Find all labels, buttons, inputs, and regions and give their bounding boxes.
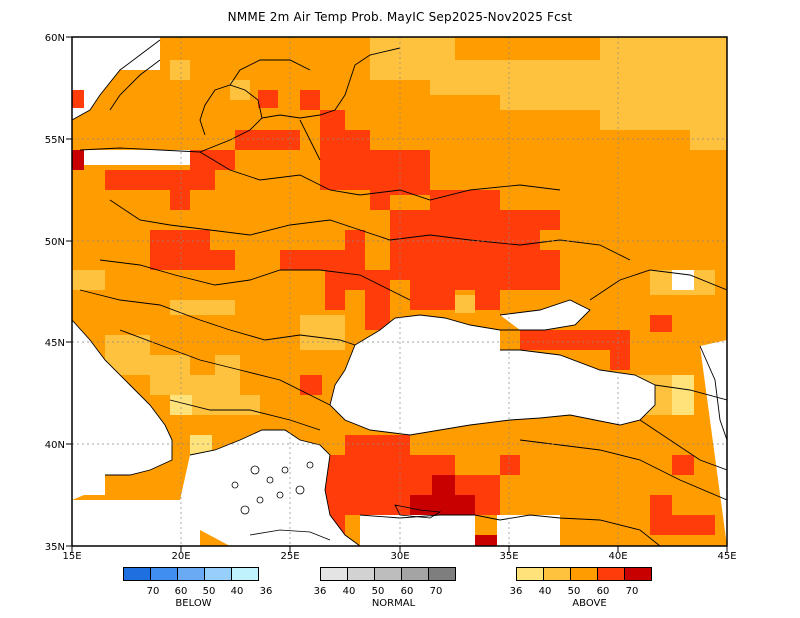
baltic-white [72, 37, 160, 120]
legend-label: 60 [596, 586, 610, 597]
lat-tick-label: 50N [45, 237, 65, 248]
legend-swatch [231, 567, 259, 581]
legend-swatch [401, 567, 429, 581]
lon-tick-labels: 15E 20E 25E 30E 35E 40E 45E [62, 551, 736, 560]
lon-tick-label: 35E [499, 551, 518, 560]
legend-label: 40 [230, 586, 244, 597]
legend-below: 70 60 50 40 36 BELOW [123, 567, 273, 609]
legend-swatch [177, 567, 205, 581]
legend-label: 40 [538, 586, 552, 597]
lon-tick-label: 20E [171, 551, 190, 560]
legend-swatch [428, 567, 456, 581]
above-60-baltic [235, 130, 300, 150]
forecast-map: 60N 55N 50N 45N 40N 35N 15E 20E 25E 30E … [45, 33, 737, 560]
legend-above: 36 40 50 60 70 ABOVE [510, 567, 663, 609]
legend-label: 70 [146, 586, 160, 597]
legend-swatch [543, 567, 571, 581]
legend-label: 50 [202, 586, 216, 597]
probability-field [72, 37, 727, 546]
legend-label: 70 [625, 586, 639, 597]
above-40-balkans [105, 335, 260, 415]
legend-label: 36 [259, 586, 273, 597]
lat-tick-labels: 60N 55N 50N 45N 40N 35N [45, 33, 65, 553]
legend-swatch [597, 567, 625, 581]
legend-swatch [347, 567, 375, 581]
above-60-ukraine [390, 190, 560, 310]
gulf-white [80, 150, 200, 165]
lon-tick-label: 30E [390, 551, 409, 560]
legend-label: 60 [174, 586, 188, 597]
lat-tick-label: 35N [45, 542, 65, 553]
legend-title: ABOVE [572, 598, 607, 609]
legend-swatch [516, 567, 544, 581]
lat-tick-label: 45N [45, 338, 65, 349]
legend-label: 60 [400, 586, 414, 597]
above-60-romania [280, 230, 390, 310]
legend-swatch [624, 567, 652, 581]
caspian-white [700, 340, 727, 546]
legend-swatch [150, 567, 178, 581]
legend-normal: 36 40 50 60 70 NORMAL [314, 567, 467, 609]
lon-tick-label: 45E [717, 551, 736, 560]
lon-tick-label: 15E [62, 551, 81, 560]
legend-label: 36 [509, 586, 523, 597]
adriatic-white [72, 320, 172, 500]
legend-label: 50 [371, 586, 385, 597]
above-60-belarus [320, 110, 430, 210]
lat-tick-label: 60N [45, 33, 65, 44]
lon-tick-label: 25E [280, 551, 299, 560]
legend-swatch [570, 567, 598, 581]
legend-label: 50 [567, 586, 581, 597]
legend-title: BELOW [175, 598, 212, 609]
legend-label: 36 [313, 586, 327, 597]
legend-title: NORMAL [371, 598, 416, 609]
azov-white [500, 300, 590, 330]
above-70-patch [410, 475, 475, 515]
lat-tick-label: 55N [45, 135, 65, 146]
above-40-north [370, 37, 727, 150]
legend-swatch [123, 567, 151, 581]
map-title: NMME 2m Air Temp Prob. MayIC Sep2025-Nov… [227, 10, 573, 24]
legend-label: 40 [342, 586, 356, 597]
aegean-white [180, 430, 360, 546]
above-60-poland [150, 230, 235, 270]
med-white [72, 500, 200, 546]
legend-swatch [374, 567, 402, 581]
legend-swatch [204, 567, 232, 581]
lon-tick-label: 40E [608, 551, 627, 560]
legend-swatch [320, 567, 348, 581]
legend-label: 70 [429, 586, 443, 597]
black-sea-white [330, 315, 655, 435]
lat-tick-label: 40N [45, 440, 65, 451]
